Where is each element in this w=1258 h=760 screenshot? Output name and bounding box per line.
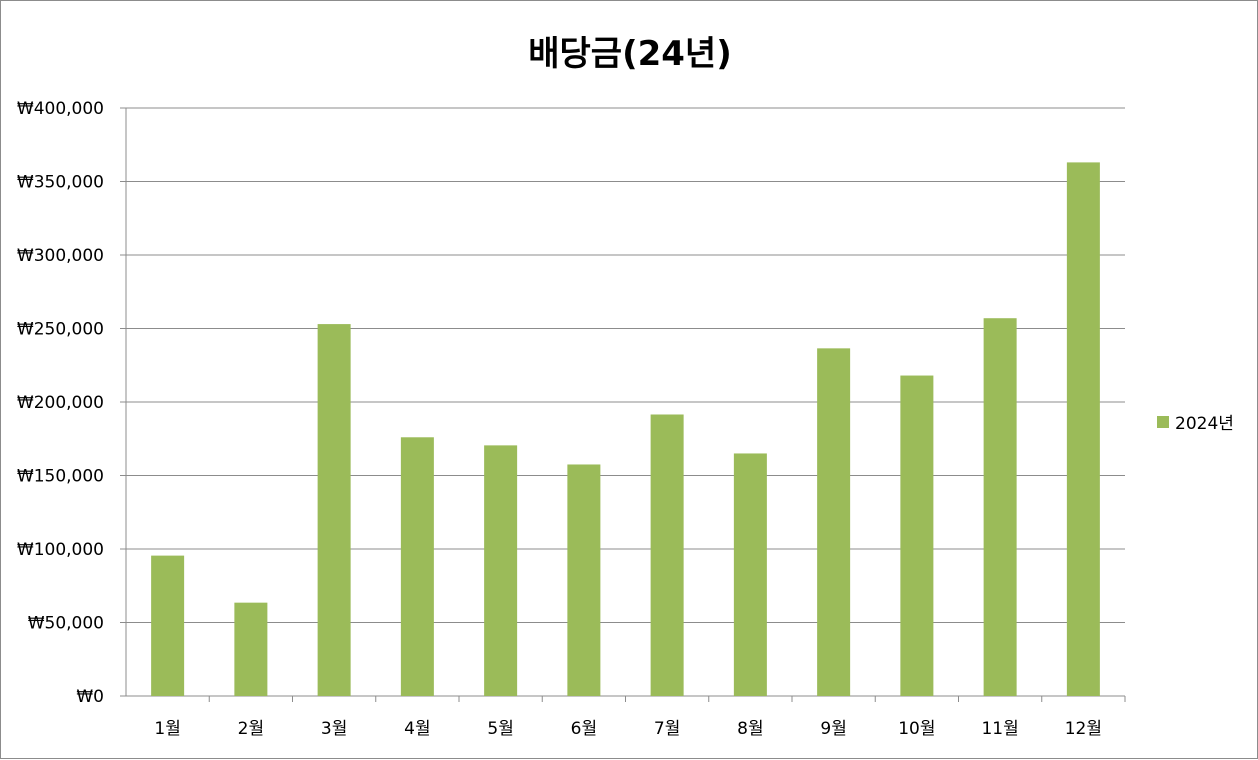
x-tick-label: 7월 xyxy=(654,719,680,739)
x-tick-label: 10월 xyxy=(898,719,935,739)
bar xyxy=(1066,162,1100,696)
legend-label-2024: 2024년 xyxy=(1175,414,1234,434)
x-tick-label: 2월 xyxy=(238,719,264,739)
axes xyxy=(120,107,1126,702)
x-tick-label: 12월 xyxy=(1065,719,1102,739)
legend: 2024년 xyxy=(1157,414,1234,434)
bar xyxy=(650,414,684,696)
bar xyxy=(317,324,351,696)
bar xyxy=(151,555,185,696)
tick-labels: ₩0 ₩50,000 ₩100,000 ₩150,000 ₩200,000 ₩250,00… xyxy=(17,99,1102,739)
y-tick-label: ₩350,000 xyxy=(17,173,104,193)
x-tick-label: 8월 xyxy=(737,719,763,739)
chart-title: 배당금(24년) xyxy=(528,34,732,74)
y-tick-label: ₩250,000 xyxy=(17,320,104,340)
y-tick-label: ₩300,000 xyxy=(17,246,104,266)
y-tick-label: ₩0 xyxy=(76,687,104,707)
y-tick-label: ₩100,000 xyxy=(17,540,104,560)
bar xyxy=(983,318,1017,696)
bar xyxy=(900,375,934,696)
bar xyxy=(400,437,434,696)
x-tick-label: 9월 xyxy=(820,719,846,739)
bar xyxy=(817,348,851,696)
bar xyxy=(484,445,518,696)
gridlines xyxy=(126,107,1125,623)
bars xyxy=(151,162,1100,696)
x-tick-label: 1월 xyxy=(154,719,180,739)
bar xyxy=(733,453,767,696)
y-tick-label: ₩50,000 xyxy=(28,614,104,634)
x-tick-label: 4월 xyxy=(404,719,430,739)
bar xyxy=(567,464,601,696)
y-tick-label: ₩400,000 xyxy=(17,99,104,119)
x-tick-label: 3월 xyxy=(321,719,347,739)
y-tick-label: ₩150,000 xyxy=(17,467,104,487)
bar xyxy=(234,602,268,696)
x-tick-label: 5월 xyxy=(487,719,513,739)
y-tick-label: ₩200,000 xyxy=(17,393,104,413)
x-tick-label: 11월 xyxy=(981,719,1018,739)
x-tick-label: 6월 xyxy=(571,719,597,739)
legend-swatch-2024 xyxy=(1157,416,1169,428)
